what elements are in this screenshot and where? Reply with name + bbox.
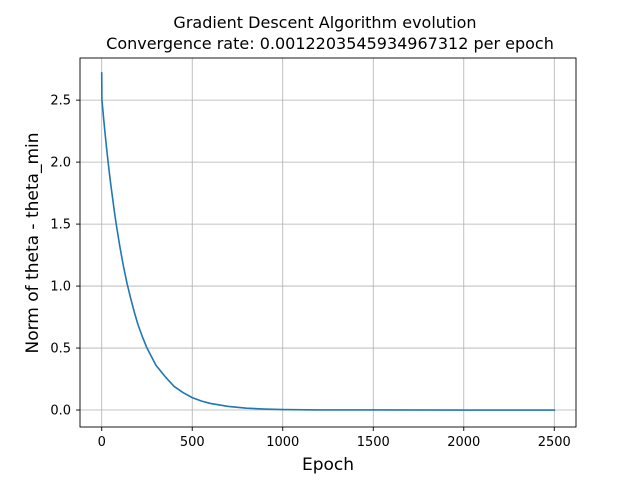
x-tick-label: 2000 [447, 435, 480, 450]
x-tick-label: 0 [98, 435, 106, 450]
x-tick-label: 500 [180, 435, 205, 450]
y-tick-label: 0.0 [50, 404, 71, 419]
x-tick-label: 1000 [266, 435, 299, 450]
y-tick-label: 2.5 [50, 94, 71, 109]
chart-title: Gradient Descent Algorithm evolution [173, 13, 476, 32]
series-line [100, 72, 556, 411]
x-axis-label: Epoch [302, 455, 354, 475]
x-tick-label: 2500 [538, 435, 571, 450]
tick-labels: 0 500 1000 1500 2000 2500 0.0 0.5 1.0 1.5 2.0 2.5 [50, 94, 571, 450]
plot-frame [79, 57, 577, 428]
chart-subtitle: Convergence rate: 0.0012203545934967312 … [106, 34, 554, 53]
y-axis-label: Norm of theta - theta_min [23, 132, 43, 353]
axes [76, 57, 577, 431]
grid-lines [80, 58, 576, 427]
y-tick-label: 1.0 [50, 280, 71, 295]
y-tick-label: 2.0 [50, 156, 71, 171]
x-tick-label: 1500 [357, 435, 390, 450]
series-layer [100, 72, 556, 411]
y-tick-label: 0.5 [50, 342, 71, 357]
y-tick-label: 1.5 [50, 218, 71, 233]
